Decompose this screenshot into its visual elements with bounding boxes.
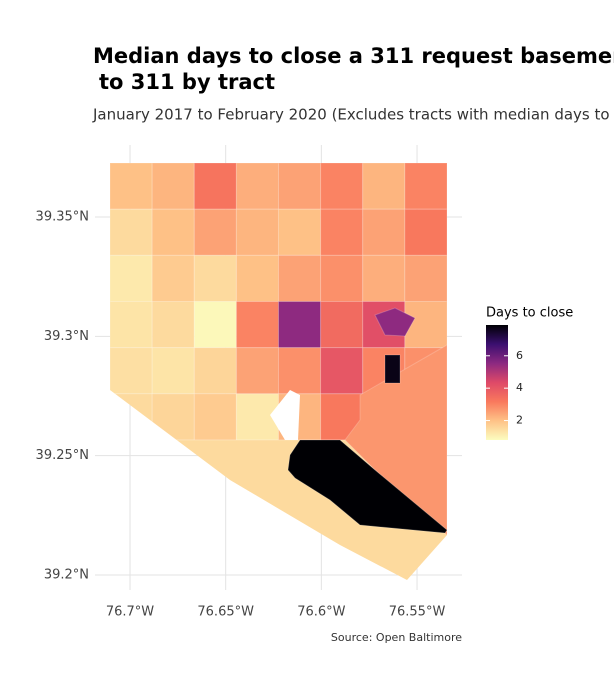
x-tick-label: 76.7°W	[106, 605, 154, 620]
tract	[404, 163, 447, 210]
tract	[362, 208, 406, 256]
tract	[151, 254, 195, 302]
tract	[193, 163, 237, 210]
tract	[235, 347, 279, 395]
tract	[362, 163, 406, 210]
tract	[404, 208, 447, 256]
tract	[320, 347, 364, 395]
tract	[110, 208, 153, 256]
tract	[320, 301, 364, 349]
y-tick-label: 39.25°N	[36, 448, 89, 463]
tract	[235, 254, 279, 302]
tracts	[110, 163, 447, 580]
tract	[278, 208, 322, 256]
tract	[287, 439, 447, 534]
x-tick-label: 76.55°W	[389, 605, 446, 620]
y-tick-label: 39.3°N	[44, 329, 89, 344]
colorbar	[486, 325, 508, 440]
tract	[110, 254, 153, 302]
tract	[278, 301, 322, 349]
legend-tick-label: 4	[516, 381, 523, 394]
legend-title: Days to close	[486, 306, 573, 321]
tract	[110, 347, 153, 395]
tract	[320, 208, 364, 256]
x-tick-label: 76.6°W	[297, 605, 345, 620]
missing-tract	[270, 390, 300, 440]
y-tick-label: 39.35°N	[36, 210, 89, 225]
tract	[193, 254, 237, 302]
legend-tick-label: 2	[516, 414, 523, 427]
tract	[404, 301, 447, 349]
tract	[235, 301, 279, 349]
tract	[374, 307, 416, 337]
legend-tick-label: 6	[516, 349, 523, 362]
tract	[151, 347, 195, 395]
tract	[193, 393, 237, 441]
tract	[151, 163, 195, 210]
tract	[278, 163, 322, 210]
tract	[193, 208, 237, 256]
tract	[193, 301, 237, 349]
title: to 311 by tract	[99, 70, 275, 94]
tract	[278, 347, 322, 395]
title: Median days to close a 311 request basem…	[93, 44, 614, 68]
tract	[110, 393, 153, 441]
x-tick-label: 76.65°W	[197, 605, 254, 620]
tract	[278, 254, 322, 302]
tract	[235, 163, 279, 210]
tract	[151, 301, 195, 349]
tract	[320, 163, 364, 210]
tract	[404, 254, 447, 302]
tract	[110, 301, 153, 349]
legend: Days to close 2 4 6	[486, 306, 573, 440]
subtitle: January 2017 to February 2020 (Excludes …	[92, 106, 614, 124]
tract	[151, 393, 195, 441]
y-tick-label: 39.2°N	[44, 567, 89, 582]
tract	[320, 254, 364, 302]
caption: Source: Open Baltimore	[331, 631, 462, 644]
tract	[151, 208, 195, 256]
tract	[110, 163, 153, 210]
tract	[193, 347, 237, 395]
tract	[362, 254, 406, 302]
tract	[384, 354, 401, 384]
tract	[235, 208, 279, 256]
